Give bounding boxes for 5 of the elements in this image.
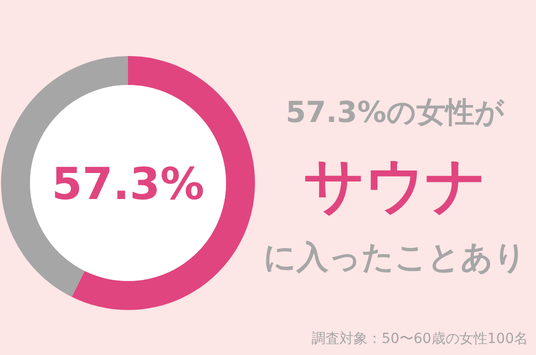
text: に入ったことあり: [264, 238, 526, 276]
data-label: 57.3%: [52, 159, 204, 210]
text: 調査対象：50〜60歳の女性100名: [312, 331, 528, 347]
text: 57.3%の女性が: [286, 95, 506, 129]
text: サウナ: [304, 151, 486, 221]
